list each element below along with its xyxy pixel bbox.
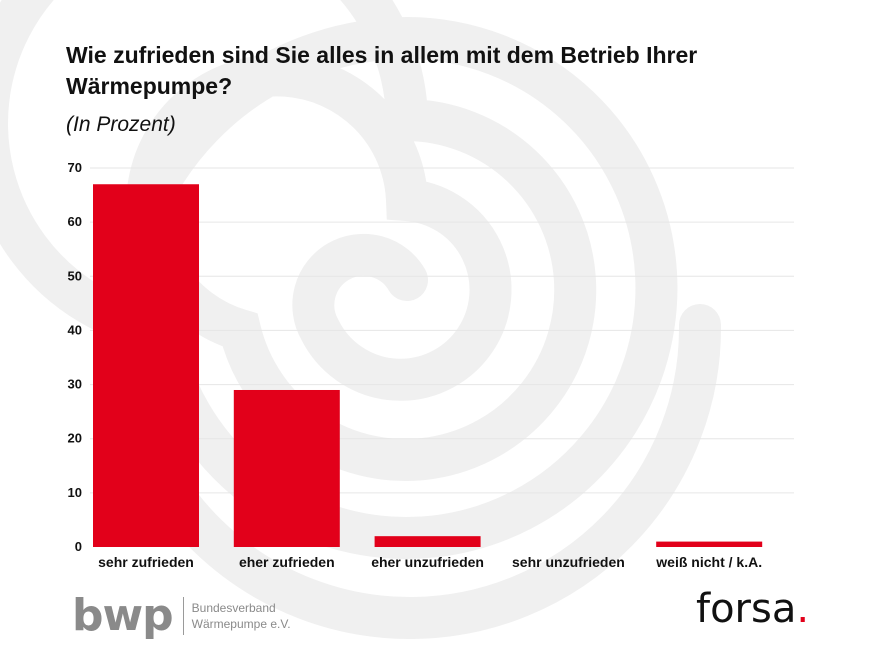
forsa-logo-word: forsa <box>696 586 797 632</box>
bwp-logo: bwp Bundesverband Wärmepumpe e.V. <box>72 592 291 640</box>
y-tick-label: 40 <box>68 322 82 337</box>
bar <box>93 184 199 547</box>
x-category-label: weiß nicht / k.A. <box>655 554 762 570</box>
bar <box>374 536 481 547</box>
y-tick-label: 20 <box>68 431 82 446</box>
forsa-logo-dot: . <box>796 586 810 632</box>
bar <box>233 389 340 547</box>
chart-title: Wie zufrieden sind Sie alles in allem mi… <box>66 42 698 99</box>
bwp-logo-text: Bundesverband Wärmepumpe e.V. <box>192 600 291 632</box>
bwp-logo-line2: Wärmepumpe e.V. <box>191 617 291 631</box>
chart-subtitle: (In Prozent) <box>66 113 176 136</box>
y-tick-label: 0 <box>75 539 82 554</box>
y-tick-label: 30 <box>68 377 82 392</box>
bwp-logo-line1: Bundesverband <box>191 601 276 615</box>
y-tick-label: 60 <box>68 214 82 229</box>
y-tick-label: 70 <box>68 160 82 175</box>
bwp-logo-mark: bwp <box>72 590 174 641</box>
y-tick-label: 50 <box>68 268 82 283</box>
bar <box>656 541 763 547</box>
forsa-logo: forsa. <box>696 586 809 632</box>
x-category-label: sehr unzufrieden <box>512 554 625 570</box>
x-category-label: eher zufrieden <box>239 554 335 570</box>
x-category-label: eher unzufrieden <box>371 554 484 570</box>
x-category-label: sehr zufrieden <box>98 554 194 570</box>
bwp-logo-separator <box>182 597 184 635</box>
y-tick-label: 10 <box>68 485 82 500</box>
